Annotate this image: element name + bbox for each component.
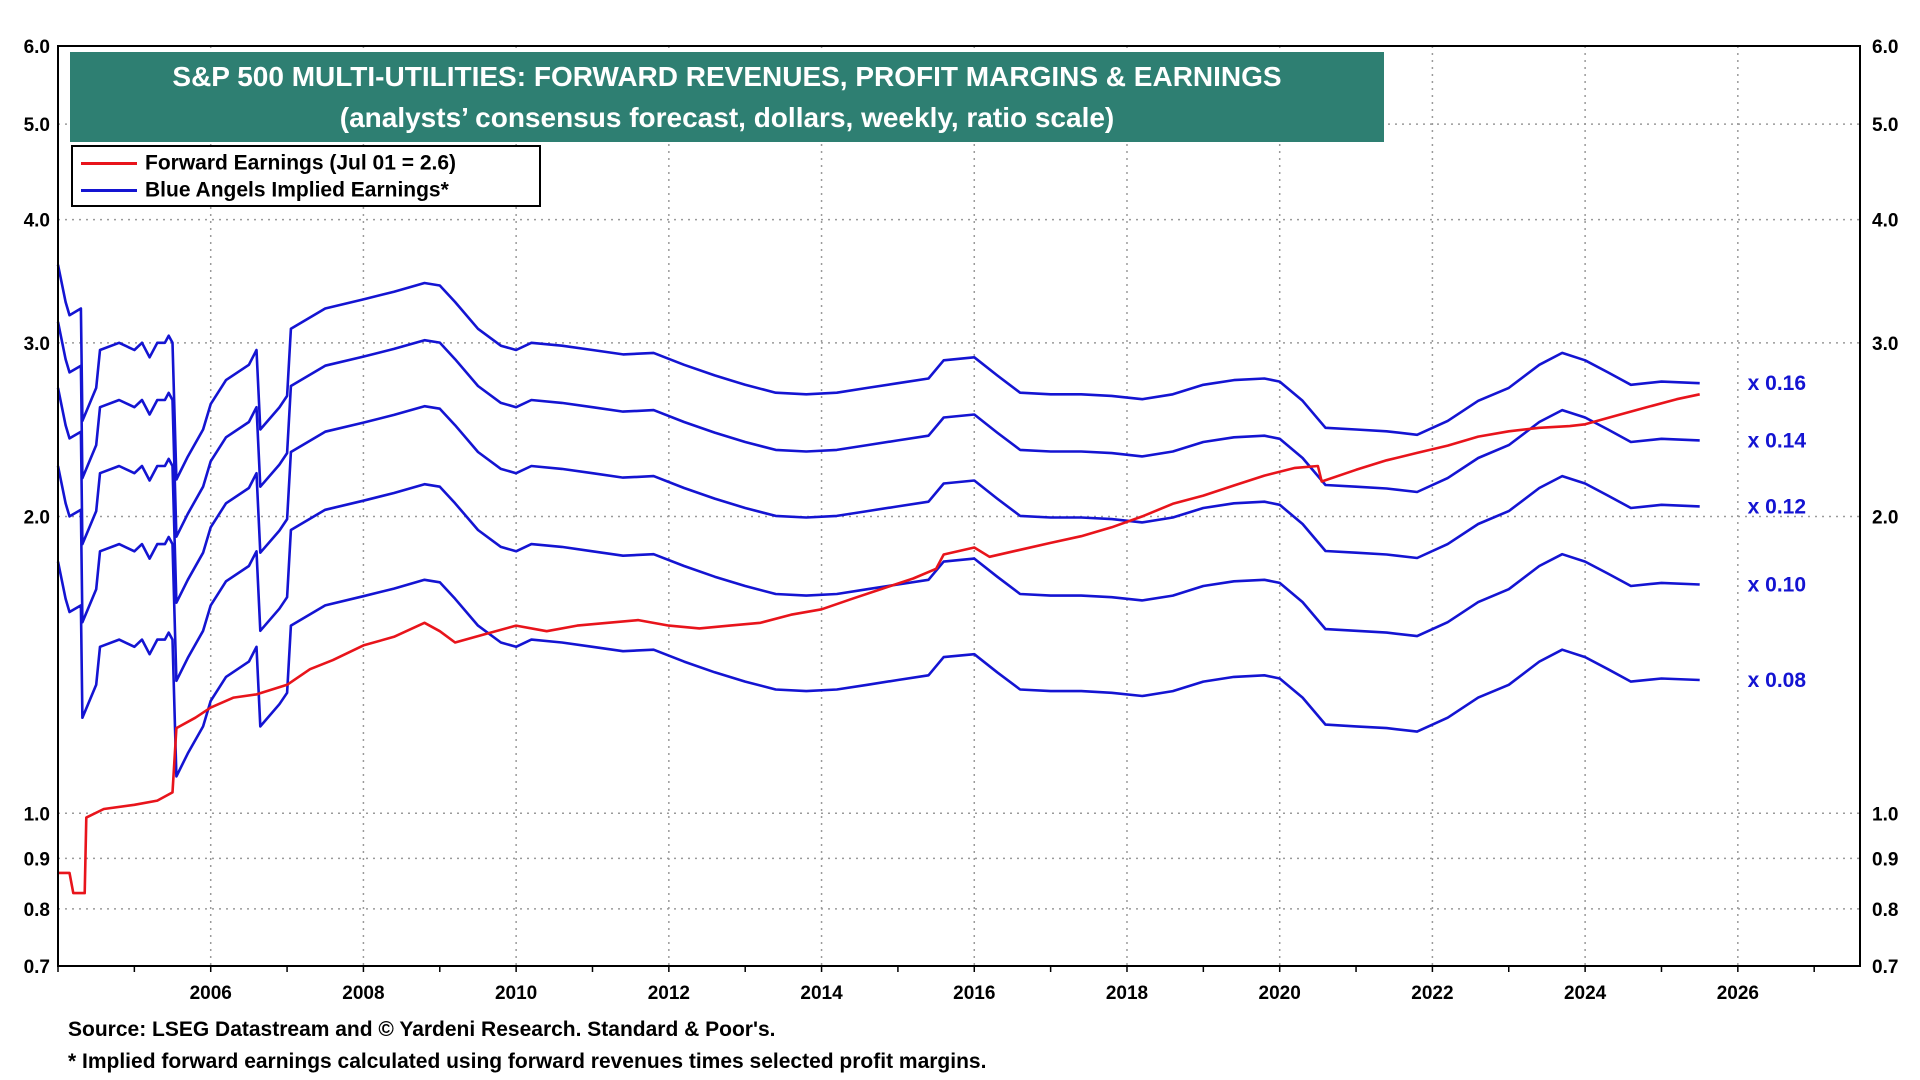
x-tick-label: 2014 (800, 983, 843, 1004)
y-tick-label-left: 0.7 (24, 957, 50, 978)
legend-item-forward-earnings: Forward Earnings (Jul 01 = 2.6) (81, 151, 456, 179)
x-tick-label: 2006 (190, 983, 232, 1004)
legend-swatch-red (81, 161, 137, 165)
legend-swatch-blue (81, 188, 137, 192)
x-tick-label: 2008 (342, 983, 384, 1004)
legend-label: Forward Earnings (Jul 01 = 2.6) (145, 151, 457, 175)
y-tick-label-right: 1.0 (1872, 804, 1898, 825)
x-tick-label: 2026 (1717, 983, 1759, 1004)
x-tick-label: 2012 (648, 983, 690, 1004)
multiplier-label: x 0.14 (1748, 429, 1807, 452)
blue-angels-line-0 (56, 264, 1700, 481)
y-tick-label-right: 3.0 (1872, 334, 1898, 355)
plot-frame (57, 45, 1861, 967)
y-tick-label-left: 5.0 (24, 115, 50, 136)
multiplier-labels: x 0.16 x 0.14 x 0.12 x 0.10 x 0.08 (1748, 372, 1807, 692)
multiplier-label: x 0.16 (1748, 372, 1806, 395)
blue-angels-line-1 (56, 321, 1700, 538)
y-tick-label-left: 2.0 (24, 507, 50, 528)
source-note: Source: LSEG Datastream and © Yardeni Re… (68, 1018, 776, 1041)
x-tick-label: 2010 (495, 983, 537, 1004)
legend-item-blue-angels: Blue Angels Implied Earnings* (81, 178, 449, 206)
forward-earnings-line (58, 393, 1700, 895)
y-tick-label-left: 0.9 (24, 849, 50, 870)
legend-label: Blue Angels Implied Earnings* (145, 178, 449, 202)
y-tick-label-left: 3.0 (24, 334, 50, 355)
y-tick-label-right: 4.0 (1872, 211, 1898, 232)
y-tick-label-right: 2.0 (1872, 507, 1898, 528)
x-tick-label: 2024 (1564, 983, 1607, 1004)
y-tick-label-right: 6.0 (1872, 37, 1898, 58)
chart-subtitle: (analysts’ consensus forecast, dollars, … (339, 102, 1115, 133)
series-layer (56, 264, 1700, 895)
legend: Forward Earnings (Jul 01 = 2.6) Blue Ang… (71, 145, 541, 207)
y-tick-label-right: 0.9 (1872, 849, 1898, 870)
y-tick-label-left: 0.8 (24, 900, 50, 921)
x-tick-label: 2022 (1411, 983, 1453, 1004)
x-tick-label: 2016 (953, 983, 995, 1004)
chart-title-box: S&P 500 MULTI-UTILITIES: FORWARD REVENUE… (70, 52, 1384, 142)
y-tick-label-left: 1.0 (24, 804, 50, 825)
axis-ticks: 6.0 6.0 5.0 5.0 4.0 4.0 3.0 3.0 2.0 2.0 1.0 1.0 0.9 0… (24, 37, 1899, 1004)
chart-title: S&P 500 MULTI-UTILITIES: FORWARD REVENUE… (172, 61, 1282, 92)
y-tick-label-right: 0.8 (1872, 900, 1898, 921)
multiplier-label: x 0.12 (1748, 495, 1806, 518)
multiplier-label: x 0.08 (1748, 669, 1807, 692)
y-tick-label-right: 5.0 (1872, 115, 1898, 136)
blue-angels-line-3 (56, 465, 1700, 683)
x-tick-label: 2018 (1106, 983, 1148, 1004)
footnote: * Implied forward earnings calculated us… (68, 1050, 987, 1073)
x-tick-label: 2020 (1259, 983, 1301, 1004)
y-tick-label-left: 6.0 (24, 37, 50, 58)
y-tick-label-left: 4.0 (24, 211, 50, 232)
blue-angels-line-2 (56, 387, 1700, 604)
y-tick-label-right: 0.7 (1872, 957, 1898, 978)
blue-angels-line-4 (56, 561, 1700, 778)
multiplier-label: x 0.10 (1748, 573, 1806, 596)
